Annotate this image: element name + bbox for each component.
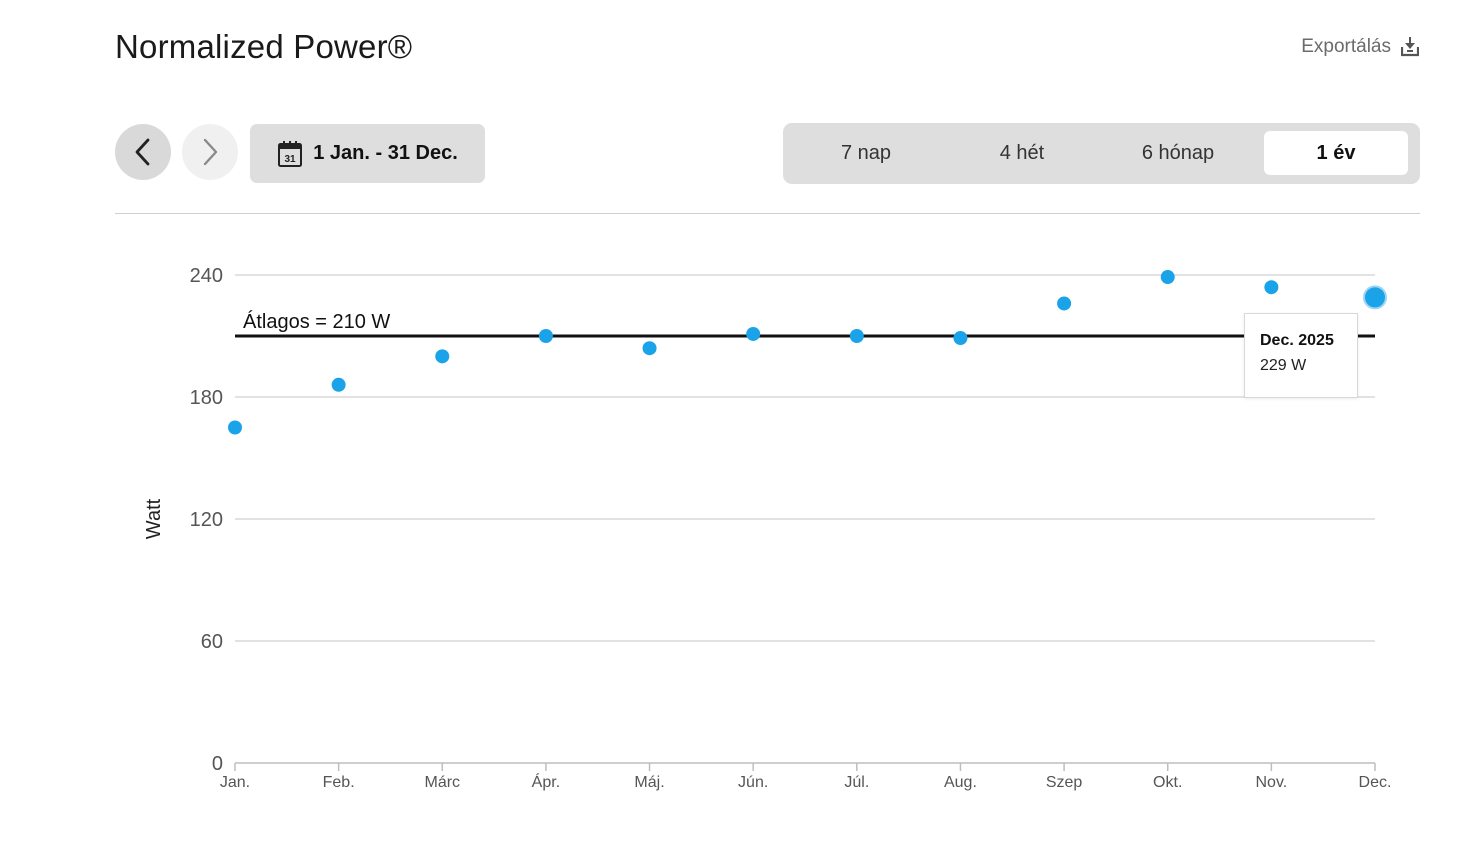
x-tick-label: Okt. [1153, 774, 1182, 791]
x-tick-label: Aug. [944, 774, 977, 791]
date-range-label: 1 Jan. - 31 Dec. [313, 142, 458, 164]
y-tick-label: 120 [190, 509, 223, 531]
data-point [1264, 280, 1279, 295]
data-point [228, 420, 242, 435]
data-point [435, 349, 450, 364]
x-tick-label: Jún. [738, 774, 768, 791]
data-point [1057, 296, 1072, 311]
tooltip-title: Dec. 2025 [1260, 332, 1334, 349]
data-point [746, 326, 761, 341]
range-selector: 7 nap 4 hét 6 hónap 1 év [783, 123, 1420, 184]
download-icon [1401, 37, 1419, 57]
y-tick-label: 0 [212, 753, 223, 775]
next-period-button[interactable] [182, 124, 238, 180]
data-point [538, 329, 553, 343]
data-point-highlighted [1363, 285, 1387, 310]
calendar-icon: 31 [278, 140, 303, 167]
page-title: Normalized Power® [115, 28, 413, 65]
chevron-right-icon [203, 138, 218, 166]
y-tick-label: 180 [190, 387, 223, 409]
header-divider [115, 213, 1420, 214]
range-option-7-days[interactable]: 7 nap [840, 141, 892, 164]
data-tooltip: Dec. 2025 229 W [1244, 313, 1358, 398]
export-button[interactable]: Exportálás [1301, 36, 1419, 58]
data-point [642, 341, 657, 356]
y-tick-label: 240 [190, 265, 223, 287]
x-tick-label: Ápr. [532, 772, 560, 791]
y-axis-title: Watt [143, 498, 165, 539]
x-tick-label: Dec. [1359, 774, 1392, 791]
data-point [953, 331, 968, 346]
previous-period-button[interactable] [115, 124, 171, 180]
y-tick-label: 60 [201, 631, 223, 653]
range-option-4-weeks[interactable]: 4 hét [999, 141, 1045, 164]
x-tick-label: Máj. [634, 774, 664, 791]
average-label: Átlagos = 210 W [243, 310, 390, 333]
calendar-day: 31 [285, 154, 297, 165]
date-range-button[interactable]: 31 1 Jan. - 31 Dec. [250, 124, 485, 183]
export-label: Exportálás [1301, 36, 1391, 57]
tooltip-value: 229 W [1260, 357, 1307, 374]
x-tick-label: Feb. [323, 774, 355, 791]
data-point [331, 377, 346, 392]
x-tick-label: Szep [1046, 774, 1083, 791]
range-option-1-year[interactable]: 1 év [1264, 131, 1408, 175]
chevron-left-icon [135, 138, 150, 166]
x-tick-label: Nov. [1256, 774, 1288, 791]
range-option-6-months[interactable]: 6 hónap [1141, 141, 1215, 164]
data-point [849, 329, 864, 343]
x-tick-label: Márc [424, 774, 460, 791]
data-point [1160, 270, 1175, 285]
x-tick-label: Jan. [220, 774, 250, 791]
x-tick-label: Júl. [844, 774, 869, 791]
